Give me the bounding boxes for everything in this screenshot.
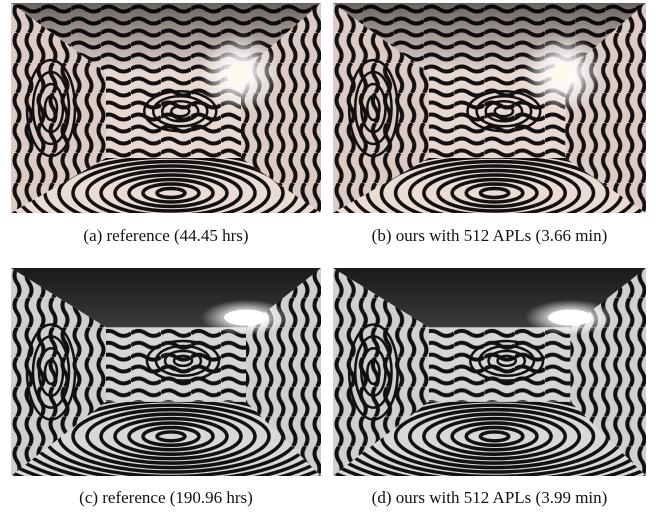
light	[551, 63, 575, 87]
render-image	[11, 268, 321, 476]
render-image	[333, 268, 646, 476]
light	[548, 310, 592, 326]
caption: (d) ours with 512 APLs (3.99 min)	[330, 488, 650, 508]
figure: (a) reference (44.45 hrs)(b) ours with 5…	[0, 0, 656, 517]
caption: (c) reference (190.96 hrs)	[6, 488, 326, 508]
light	[224, 310, 268, 326]
light	[227, 63, 251, 87]
caption: (b) ours with 512 APLs (3.66 min)	[330, 226, 650, 246]
caption: (a) reference (44.45 hrs)	[6, 226, 326, 246]
render-image	[11, 3, 321, 213]
render-image	[333, 3, 646, 213]
